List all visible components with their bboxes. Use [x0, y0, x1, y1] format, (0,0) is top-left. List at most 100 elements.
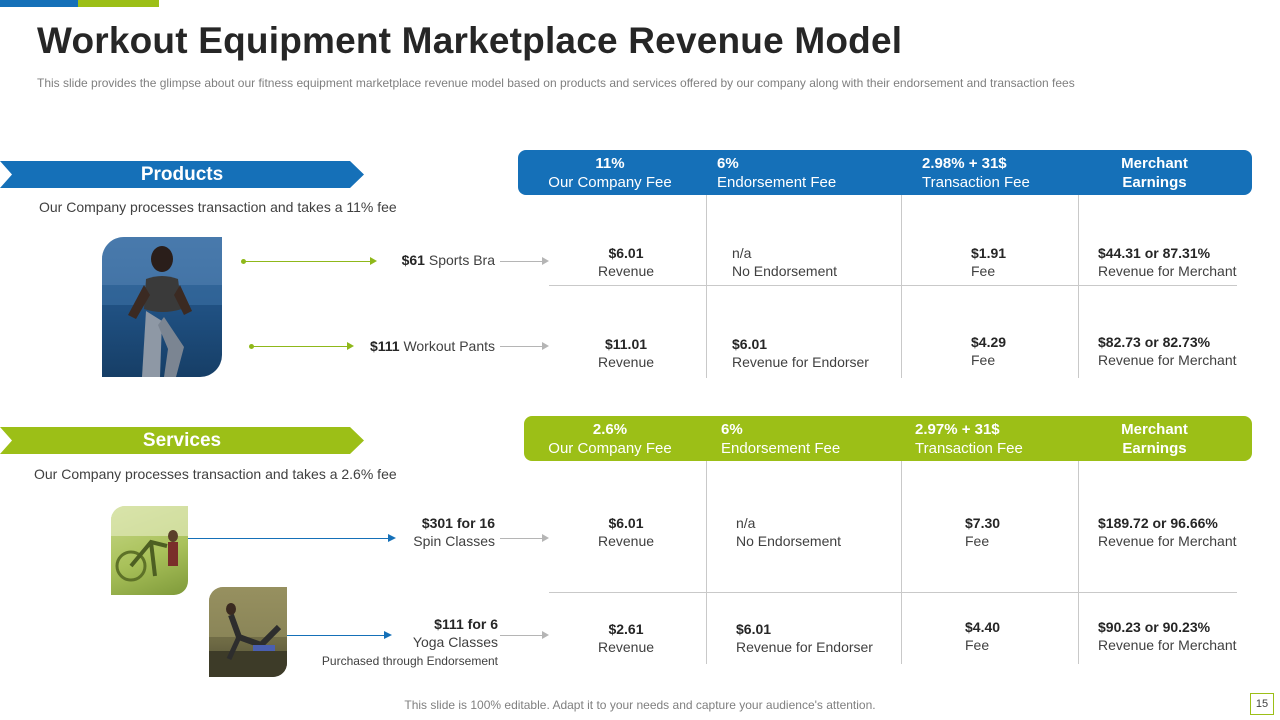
item-price: $111	[434, 616, 464, 632]
item-name: Spin Classes	[413, 533, 495, 549]
cell-note: Revenue for Merchant	[1098, 637, 1237, 653]
arrow-head-icon	[542, 534, 549, 542]
spin-bike-icon	[111, 506, 188, 582]
cell-note: Fee	[971, 352, 996, 368]
header-value: 2.97% + 31$	[915, 421, 1000, 438]
connector-line	[500, 635, 542, 636]
connector-dot	[241, 259, 246, 264]
accent-bar-green	[78, 0, 159, 7]
accent-bar-blue	[0, 0, 78, 7]
products-header-transaction-fee: 2.98% + 31$ Transaction Fee	[922, 154, 1030, 192]
slide-title: Workout Equipment Marketplace Revenue Mo…	[37, 20, 903, 61]
services-header-company-fee: 2.6% Our Company Fee	[544, 420, 676, 458]
grid-divider	[1078, 195, 1079, 378]
services-header-transaction-fee: 2.97% + 31$ Transaction Fee	[915, 420, 1023, 458]
cell-value: $11.01	[604, 336, 648, 352]
header-value: 6%	[721, 421, 743, 438]
products-banner: Products	[0, 161, 364, 188]
header-value: 2.98% + 31$	[922, 155, 1007, 172]
cell-note: Revenue for Endorser	[736, 639, 873, 655]
header-value: 6%	[717, 155, 739, 172]
header-value: Merchant	[1121, 421, 1188, 438]
arrow-head-icon	[347, 342, 354, 350]
cell-endorsement: n/a No Endorsement	[736, 514, 841, 550]
connector-dot	[249, 344, 254, 349]
arrow-head-icon	[384, 631, 392, 639]
cell-note: Revenue	[597, 639, 655, 655]
services-banner-label: Services	[142, 429, 222, 451]
grid-divider	[706, 195, 707, 378]
cell-company-revenue: $6.01 Revenue	[576, 514, 676, 550]
arrow-head-icon	[542, 631, 549, 639]
header-label: Transaction Fee	[922, 174, 1030, 191]
cell-endorsement: $6.01 Revenue for Endorser	[736, 620, 873, 656]
product-item-sports-bra: $61 Sports Bra	[402, 251, 495, 269]
cell-transaction-fee: $7.30 Fee	[965, 514, 1000, 550]
products-header-merchant-earnings: Merchant Earnings	[1112, 154, 1197, 192]
header-value: Merchant	[1121, 155, 1188, 172]
yoga-pose-icon	[209, 587, 287, 677]
runner-figure-icon	[102, 237, 222, 377]
item-note: Purchased through Endorsement	[321, 654, 498, 668]
cell-merchant-earnings: $82.73 or 82.73% Revenue for Merchant	[1098, 333, 1237, 369]
item-name: Yoga Classes	[412, 634, 498, 650]
products-header-endorsement-fee: 6% Endorsement Fee	[717, 154, 836, 192]
cell-company-revenue: $6.01 Revenue	[576, 244, 676, 280]
cell-note: Fee	[965, 637, 990, 653]
slide-subtitle: This slide provides the glimpse about ou…	[37, 76, 1075, 90]
connector-line	[252, 346, 347, 347]
cell-merchant-earnings: $189.72 or 96.66% Revenue for Merchant	[1098, 514, 1237, 550]
cell-endorsement: n/a No Endorsement	[732, 244, 837, 280]
products-description: Our Company processes transaction and ta…	[39, 199, 397, 215]
connector-line	[244, 261, 370, 262]
cell-value: $4.29	[971, 334, 1007, 350]
services-banner: Services	[0, 427, 364, 454]
cell-note: Revenue	[597, 533, 655, 549]
cell-value: $6.01	[608, 245, 644, 261]
item-price: $301	[421, 515, 453, 531]
cell-value: $6.01	[736, 621, 772, 637]
item-name: Workout Pants	[403, 338, 495, 354]
arrow-head-icon	[542, 257, 549, 265]
cell-note: Fee	[971, 263, 996, 279]
cell-note: No Endorsement	[732, 263, 838, 279]
grid-divider	[901, 461, 902, 664]
header-label: Our Company Fee	[548, 440, 672, 457]
products-banner-label: Products	[140, 163, 224, 185]
page-number: 15	[1250, 693, 1274, 715]
cell-transaction-fee: $4.40 Fee	[965, 618, 1000, 654]
grid-divider	[1078, 461, 1079, 664]
cell-value: $6.01	[608, 515, 644, 531]
products-header-bar: 11% Our Company Fee 6% Endorsement Fee 2…	[518, 150, 1252, 195]
header-label: Endorsement Fee	[721, 440, 841, 457]
header-value: 2.6%	[592, 421, 628, 438]
header-label: Transaction Fee	[915, 440, 1023, 457]
cell-note: Revenue	[597, 263, 655, 279]
woman-running-photo	[102, 237, 222, 377]
item-price: $61	[401, 252, 425, 268]
cell-merchant-earnings: $90.23 or 90.23% Revenue for Merchant	[1098, 618, 1237, 654]
grid-divider	[901, 195, 902, 378]
cell-note: No Endorsement	[736, 533, 842, 549]
grid-divider	[706, 461, 707, 664]
connector-line	[188, 538, 388, 539]
connector-line	[287, 635, 384, 636]
arrow-head-icon	[370, 257, 377, 265]
services-header-endorsement-fee: 6% Endorsement Fee	[721, 420, 840, 458]
cell-company-revenue: $11.01 Revenue	[576, 335, 676, 371]
services-header-bar: 2.6% Our Company Fee 6% Endorsement Fee …	[524, 416, 1252, 461]
products-header-company-fee: 11% Our Company Fee	[544, 154, 676, 192]
header-label: Earnings	[1122, 174, 1187, 191]
cell-transaction-fee: $4.29 Fee	[971, 333, 1006, 369]
arrow-head-icon	[542, 342, 549, 350]
cell-note: Fee	[965, 533, 990, 549]
service-item-spin-classes: $301 for 16 Spin Classes	[413, 514, 495, 550]
header-label: Our Company Fee	[548, 174, 672, 191]
cell-value: $1.91	[971, 245, 1007, 261]
cell-value: $4.40	[965, 619, 1001, 635]
cell-value: $6.01	[732, 336, 768, 352]
cell-value: $44.31 or 87.31%	[1098, 245, 1211, 261]
cell-note: Revenue for Merchant	[1098, 263, 1237, 279]
cell-value: $90.23 or 90.23%	[1098, 619, 1211, 635]
connector-line	[500, 346, 542, 347]
